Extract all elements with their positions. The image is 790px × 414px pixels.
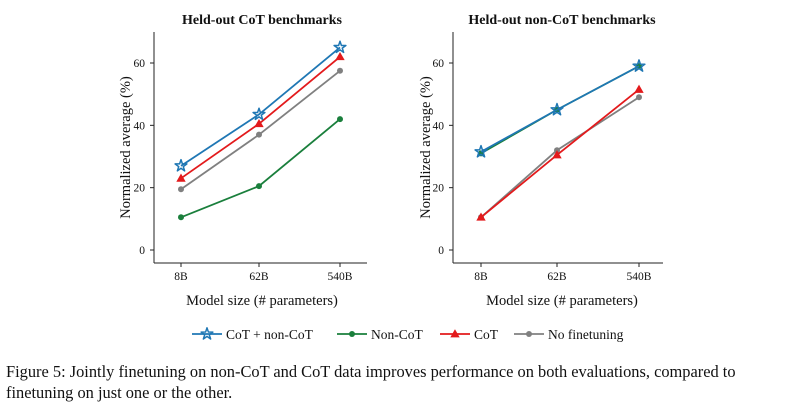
legend-marker-no-finetuning	[526, 331, 532, 337]
legend: CoT + non-CoT Non-CoT CoT No finetuning	[192, 327, 624, 342]
series-line-cot-non-cot	[480, 65, 640, 153]
x-tick-label: 8B	[174, 271, 188, 283]
data-point-cot-8b	[476, 212, 486, 221]
panel-title: Held-out non-CoT benchmarks	[468, 13, 656, 28]
data-point-non-cot-62b	[256, 183, 262, 190]
data-point-cot-non-cot-540b	[632, 59, 646, 72]
data-point-no-finetuning-62b	[256, 131, 262, 138]
y-tick-label: 40	[134, 120, 146, 132]
data-point-cot-non-cot-62b	[252, 107, 266, 121]
legend-item-cot: CoT	[440, 327, 499, 342]
y-tick-label: 0	[139, 245, 145, 257]
legend-marker-cot-non-cot	[200, 327, 214, 340]
legend-item-cot-non-cot: CoT + non-CoT	[192, 327, 314, 342]
legend-label: CoT	[474, 327, 499, 342]
y-tick-label: 40	[433, 120, 445, 132]
y-tick-label: 0	[438, 245, 444, 257]
data-point-cot-8b	[176, 173, 186, 182]
x-axis-label: Model size (# parameters)	[486, 293, 638, 309]
panel-non-cot-benchmarks: Held-out non-CoT benchmarks 0 20 40 60 8B 62B 5…	[418, 13, 663, 309]
x-tick-label: 62B	[547, 271, 567, 283]
y-tick-label: 60	[433, 58, 445, 70]
legend-item-no-finetuning: No finetuning	[514, 327, 624, 342]
series-cot	[476, 84, 644, 221]
data-point-cot-62b	[552, 150, 562, 159]
data-point-no-finetuning-540b	[337, 67, 343, 74]
legend-marker-cot	[450, 329, 460, 338]
y-tick-label: 60	[134, 58, 146, 70]
figure-caption: Figure 5: Jointly finetuning on non-CoT …	[6, 362, 736, 402]
series-non-cot	[178, 116, 343, 221]
x-tick-label: 540B	[627, 271, 652, 283]
x-tick-label: 8B	[474, 271, 488, 283]
series-line-cot-non-cot	[180, 46, 341, 167]
data-point-non-cot-8b	[178, 214, 184, 221]
y-axis-label: Normalized average (%)	[118, 76, 134, 219]
figure: Held-out CoT benchmarks 0 20 40 60 8B 62B 540B M…	[118, 13, 663, 342]
data-point-no-finetuning-540b	[636, 94, 642, 101]
panel-title: Held-out CoT benchmarks	[182, 13, 343, 28]
data-point-non-cot-540b	[337, 116, 343, 123]
data-point-cot-non-cot-8b	[474, 144, 488, 158]
data-point-cot-62b	[254, 118, 264, 128]
y-tick-label: 20	[134, 183, 146, 195]
x-tick-label: 62B	[249, 271, 269, 283]
legend-marker-non-cot	[349, 331, 355, 337]
legend-item-non-cot: Non-CoT	[337, 327, 423, 342]
series-no-finetuning	[178, 67, 343, 193]
data-point-cot-540b	[634, 84, 644, 93]
data-point-cot-540b	[335, 51, 345, 61]
data-point-no-finetuning-8b	[178, 186, 184, 193]
x-tick-label: 540B	[328, 271, 353, 283]
legend-label: No finetuning	[548, 327, 624, 342]
series-cot-non-cot	[174, 40, 347, 172]
x-axis-label: Model size (# parameters)	[186, 293, 338, 309]
series-cot-non-cot	[474, 59, 646, 158]
y-tick-label: 20	[433, 183, 445, 195]
panel-cot-benchmarks: Held-out CoT benchmarks 0 20 40 60 8B 62B 540B M…	[118, 13, 367, 309]
series-line-no-finetuning	[180, 70, 341, 190]
data-point-cot-non-cot-8b	[174, 158, 188, 172]
data-point-cot-non-cot-540b	[333, 40, 347, 54]
legend-label: Non-CoT	[371, 327, 423, 342]
data-point-cot-non-cot-62b	[550, 102, 564, 116]
y-axis-label: Normalized average (%)	[418, 76, 434, 219]
series-cot	[176, 51, 345, 182]
legend-label: CoT + non-CoT	[226, 327, 314, 342]
